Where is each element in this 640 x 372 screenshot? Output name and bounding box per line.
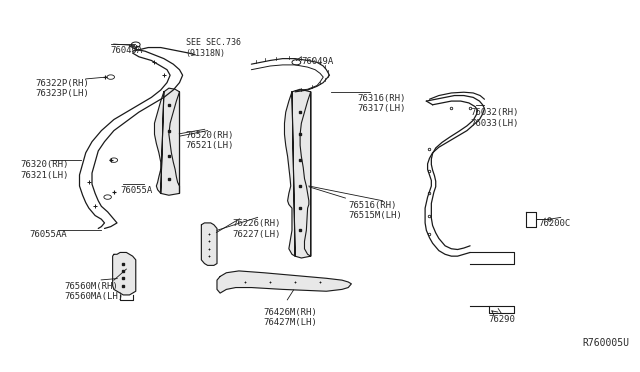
- Text: 76049A: 76049A: [111, 46, 143, 55]
- Text: R760005U: R760005U: [582, 339, 630, 349]
- Text: 76426M(RH)
76427M(LH): 76426M(RH) 76427M(LH): [264, 308, 317, 327]
- Text: 76290: 76290: [489, 315, 516, 324]
- Text: 76516(RH)
76515M(LH): 76516(RH) 76515M(LH): [348, 201, 402, 220]
- Text: 76200C: 76200C: [539, 219, 571, 228]
- Polygon shape: [113, 253, 136, 295]
- Text: 76322P(RH)
76323P(LH): 76322P(RH) 76323P(LH): [36, 79, 90, 98]
- Text: 76520(RH)
76521(LH): 76520(RH) 76521(LH): [186, 131, 234, 150]
- Text: 76049A: 76049A: [301, 57, 333, 66]
- Polygon shape: [154, 88, 179, 195]
- Polygon shape: [285, 89, 311, 258]
- Text: 76055AA: 76055AA: [29, 230, 67, 239]
- Text: 76316(RH)
76317(LH): 76316(RH) 76317(LH): [358, 94, 406, 113]
- Text: 76055A: 76055A: [120, 186, 152, 195]
- Text: 76560M(RH)
76560MA(LH): 76560M(RH) 76560MA(LH): [64, 282, 123, 301]
- Text: SEE SEC.736
(91318N): SEE SEC.736 (91318N): [186, 38, 241, 58]
- Text: 76226(RH)
76227(LH): 76226(RH) 76227(LH): [232, 219, 281, 238]
- Text: 76032(RH)
76033(LH): 76032(RH) 76033(LH): [470, 109, 518, 128]
- Text: 76320(RH)
76321(LH): 76320(RH) 76321(LH): [20, 160, 68, 180]
- Polygon shape: [217, 271, 351, 293]
- Polygon shape: [202, 223, 217, 265]
